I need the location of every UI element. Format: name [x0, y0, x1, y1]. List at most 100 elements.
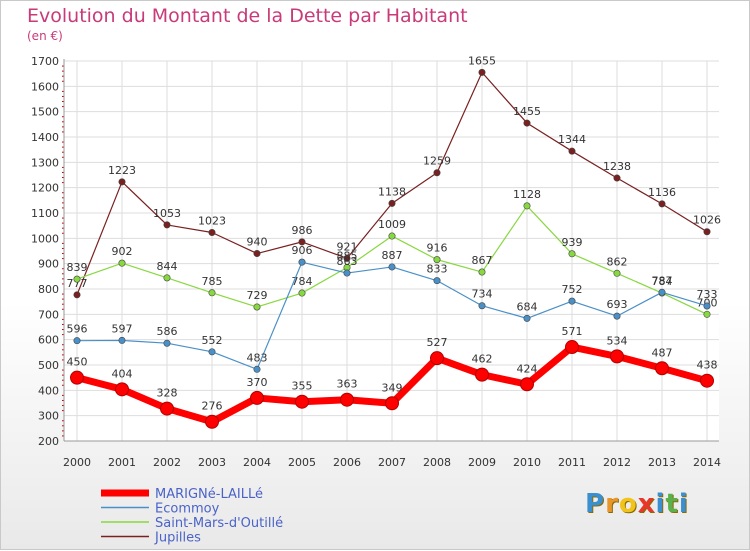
y-tick-label: 1200	[31, 182, 59, 195]
data-label: 276	[202, 400, 223, 413]
data-point	[475, 367, 489, 382]
data-point	[613, 312, 621, 320]
data-point	[118, 178, 126, 186]
y-tick-label: 900	[38, 258, 59, 271]
y-tick-label: 1100	[31, 207, 59, 220]
x-tick-label: 2005	[288, 456, 316, 469]
data-label: 906	[292, 244, 313, 257]
data-label: 784	[292, 275, 313, 288]
legend-label: Saint-Mars-d'Outillé	[155, 516, 283, 531]
data-label: 596	[67, 323, 88, 336]
chart-subtitle: (en €)	[27, 29, 63, 43]
x-tick-label: 2002	[153, 456, 181, 469]
data-label: 438	[697, 359, 718, 372]
data-label: 916	[427, 242, 448, 255]
data-label: 586	[157, 325, 178, 338]
data-label: 833	[427, 263, 448, 276]
x-tick-label: 2014	[693, 456, 721, 469]
data-point	[298, 258, 306, 266]
data-point	[118, 336, 126, 344]
data-point	[658, 200, 666, 208]
data-label: 785	[202, 275, 223, 288]
data-point	[700, 373, 714, 388]
series-1: 596 597 586 552 483 906 863 887 833 734 684 752 693 7…	[67, 244, 718, 373]
data-label: 902	[112, 245, 133, 258]
data-label: 355	[292, 380, 313, 393]
chart-title: Evolution du Montant de la Dette par Hab…	[27, 5, 468, 27]
data-point	[208, 229, 216, 237]
data-point	[163, 221, 171, 229]
data-point	[478, 302, 486, 310]
data-label: 787	[652, 274, 673, 287]
logo-letter: x	[637, 489, 656, 519]
data-label: 1053	[153, 207, 181, 220]
y-tick-label: 400	[38, 384, 59, 397]
data-label: 1138	[378, 185, 406, 198]
data-point	[73, 275, 81, 283]
data-point	[253, 365, 261, 373]
data-point	[298, 238, 306, 246]
data-label: 363	[337, 378, 358, 391]
data-label: 863	[337, 255, 358, 268]
data-label: 450	[67, 356, 88, 369]
data-label: 939	[562, 236, 583, 249]
proxiti-logo: Proxiti	[585, 489, 689, 519]
data-point	[568, 297, 576, 305]
data-point	[703, 310, 711, 318]
data-label: 527	[427, 336, 448, 349]
y-tick-label: 1300	[31, 156, 59, 169]
x-tick-label: 2001	[108, 456, 136, 469]
data-point	[388, 263, 396, 271]
data-label: 887	[382, 249, 403, 262]
data-point	[658, 288, 666, 296]
logo-letter: t	[665, 489, 679, 519]
data-label: 597	[112, 322, 133, 335]
series-3: 777 1223 1053 1023 940 986 921 1138 1259 1655 1455…	[67, 54, 721, 299]
data-label: 839	[67, 261, 88, 274]
data-point	[343, 269, 351, 277]
x-tick-label: 2007	[378, 456, 406, 469]
data-point	[703, 228, 711, 236]
data-label: 784	[652, 275, 673, 288]
data-label: 328	[157, 387, 178, 400]
data-point	[430, 351, 444, 366]
x-tick-label: 2000	[63, 456, 91, 469]
data-point	[520, 377, 534, 392]
data-point	[388, 199, 396, 207]
x-tick-label: 2008	[423, 456, 451, 469]
x-tick-label: 2006	[333, 456, 361, 469]
data-label: 370	[247, 376, 268, 389]
data-label: 1455	[513, 105, 541, 118]
data-point	[478, 268, 486, 276]
legend-label: Ecommoy	[155, 502, 220, 517]
data-label: 867	[472, 254, 493, 267]
data-point	[613, 174, 621, 182]
data-label: 1128	[513, 188, 541, 201]
x-tick-label: 2009	[468, 456, 496, 469]
y-tick-label: 200	[38, 435, 59, 448]
y-tick-label: 500	[38, 359, 59, 372]
data-point	[253, 303, 261, 311]
data-label: 462	[472, 353, 493, 366]
logo-letter: r	[605, 489, 619, 519]
data-point	[253, 250, 261, 258]
logo-letter: P	[585, 489, 606, 519]
data-label: 921	[337, 240, 358, 253]
data-point	[478, 68, 486, 76]
data-label: 1223	[108, 164, 136, 177]
data-label: 684	[517, 300, 538, 313]
data-point	[343, 254, 351, 262]
data-point	[208, 289, 216, 297]
data-point	[433, 169, 441, 177]
data-point	[523, 119, 531, 127]
data-label: 404	[112, 367, 133, 380]
x-tick-label: 2004	[243, 456, 271, 469]
y-tick-label: 700	[38, 308, 59, 321]
data-point	[340, 392, 354, 407]
data-point	[385, 396, 399, 411]
data-label: 487	[652, 346, 673, 359]
data-point	[205, 414, 219, 429]
data-label: 844	[157, 260, 178, 273]
